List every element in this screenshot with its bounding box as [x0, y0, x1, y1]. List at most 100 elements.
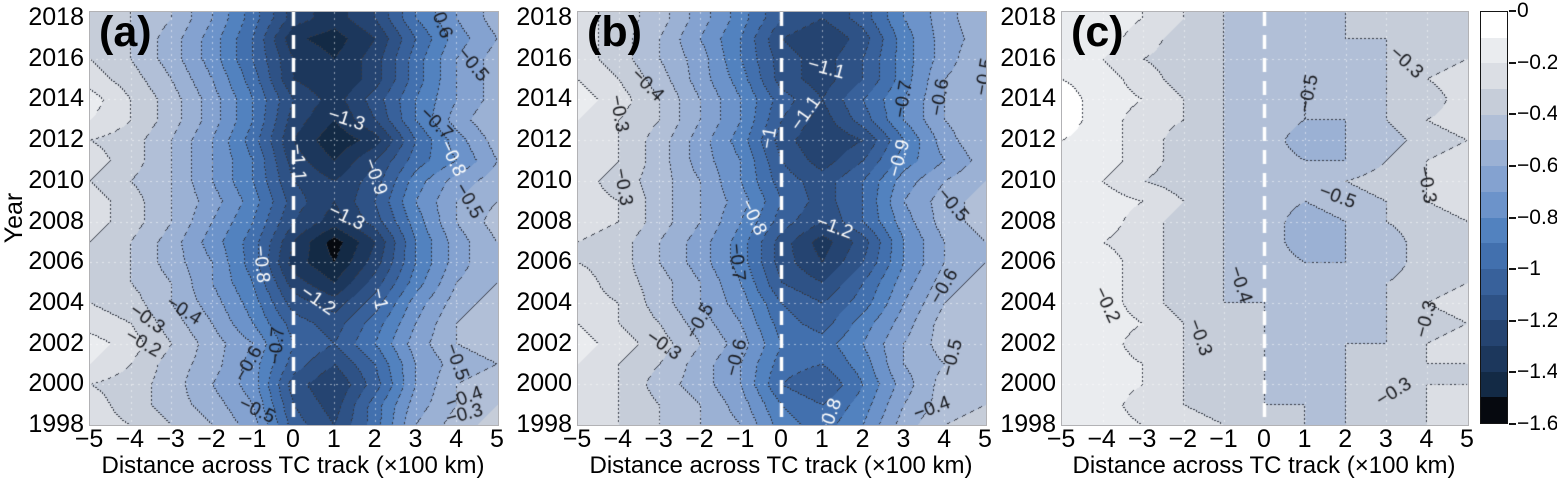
year-tick-label: 2000	[28, 369, 84, 398]
colorbar-segment	[1481, 114, 1507, 141]
year-tick-label: 2008	[1000, 206, 1056, 235]
year-tick-label: 2002	[28, 328, 84, 357]
x-tick-label: 4	[1419, 425, 1434, 453]
year-tick-label: 2008	[516, 206, 572, 235]
year-tick-label: 2002	[516, 328, 572, 357]
colorbar-segment	[1481, 243, 1507, 269]
year-tick-label: 2012	[1000, 125, 1056, 154]
x-tick-label: −3	[644, 425, 673, 453]
x-tick-label: −5	[562, 425, 592, 453]
colorbar-segment	[1481, 320, 1507, 346]
year-tick-label: 2018	[516, 3, 572, 31]
x-tick-label: −4	[115, 425, 145, 453]
colorbar-tick	[1509, 423, 1516, 425]
x-tick-label: 0	[286, 425, 300, 453]
x-tick-label: 4	[449, 425, 464, 453]
year-tick-label: 2016	[28, 43, 84, 72]
year-tick-labels-b: 2018 2016 2014 2012 2010 2008 2006 2004 2002 2000…	[500, 0, 572, 487]
colorbar-tick	[1509, 319, 1516, 322]
colorbar-tick-label: −0.2	[1517, 50, 1557, 74]
x-axis-title-b: Distance across TC track (×100 km)	[589, 452, 973, 479]
x-tick-labels-b: −5 −4 −3 −2 −1 0 1 2 3 4 5	[563, 425, 992, 453]
year-tick-label: 2018	[28, 3, 84, 31]
x-tick-label: −4	[603, 425, 633, 453]
year-tick-label: 2016	[516, 43, 572, 72]
contour-plot-a-canvas	[90, 12, 498, 425]
colorbar-tick-label: −0.6	[1517, 153, 1557, 177]
x-tick-label: 3	[1378, 425, 1393, 453]
colorbar-segment	[1481, 63, 1507, 90]
contour-panel-b: (b)	[577, 8, 987, 426]
colorbar-tick	[1509, 268, 1516, 271]
contour-plot-b-canvas	[578, 12, 986, 425]
year-tick-label: 2012	[516, 125, 572, 154]
year-tick-label: 2004	[28, 287, 84, 316]
colorbar-segment	[1481, 268, 1507, 295]
x-tick-label: 5	[490, 425, 504, 453]
colorbar-tick	[1509, 371, 1516, 374]
year-tick-label: 2014	[28, 84, 84, 113]
x-tick-label: 1	[814, 425, 829, 453]
year-tick-label: 2014	[516, 84, 572, 113]
x-tick-label: 5	[1460, 425, 1474, 453]
contour-panel-a: (a)	[89, 8, 499, 426]
year-tick-label: 2018	[1000, 3, 1056, 31]
colorbar-tick	[1509, 164, 1516, 167]
year-tick-labels-c: 2018 2016 2014 2012 2010 2008 2006 2004 2002 2000…	[984, 0, 1056, 487]
x-tick-label: 2	[1338, 425, 1353, 453]
colorbar-tick-label: −0.8	[1517, 205, 1557, 229]
x-tick-label: 2	[367, 425, 382, 453]
panel-letter-c: (c)	[1071, 8, 1124, 56]
x-tick-label: −5	[1046, 425, 1076, 453]
colorbar-tick-label: −1.2	[1517, 308, 1557, 332]
x-tick-label: 5	[978, 425, 992, 453]
x-tick-label: −3	[156, 425, 185, 453]
year-tick-labels-a: 2018 2016 2014 2012 2010 2008 2006 2004 2002 2000…	[12, 0, 84, 487]
colorbar-segment	[1481, 166, 1507, 192]
year-tick-label: 1998	[28, 410, 84, 438]
colorbar-tick-label: −1	[1517, 257, 1541, 281]
year-tick-label: 2016	[1000, 43, 1056, 72]
year-tick-label: 2000	[1000, 369, 1056, 398]
colorbar-tick	[1509, 61, 1516, 64]
x-tick-label: 3	[896, 425, 911, 453]
year-tick-label: 2014	[1000, 84, 1056, 113]
colorbar	[1480, 11, 1508, 424]
x-tick-label: 3	[408, 425, 423, 453]
x-tick-label: 0	[774, 425, 788, 453]
colorbar-tick	[1509, 10, 1516, 12]
colorbar-segment	[1481, 345, 1507, 372]
year-tick-label: 1998	[1000, 410, 1056, 438]
x-tick-label: 0	[1257, 425, 1271, 453]
year-tick-label: 2012	[28, 125, 84, 154]
colorbar-segment	[1481, 12, 1507, 38]
x-tick-label: −1	[237, 425, 267, 453]
year-tick-label: 2000	[516, 369, 572, 398]
year-tick-label: 2006	[516, 247, 572, 276]
x-tick-label: −3	[1127, 425, 1157, 453]
x-tick-label: 1	[1297, 425, 1312, 453]
colorbar-swatches	[1481, 12, 1507, 423]
colorbar-tick-label: −1.4	[1517, 360, 1557, 384]
colorbar-segment	[1481, 191, 1507, 218]
colorbar-tick-label: −1.6	[1517, 412, 1557, 435]
panel-letter-b: (b)	[587, 8, 642, 56]
colorbar-segment	[1481, 217, 1507, 244]
x-tick-label: −5	[74, 425, 104, 453]
x-tick-label: 1	[326, 425, 341, 453]
x-tick-label: −4	[1087, 425, 1116, 453]
x-axis-title-a: Distance across TC track (×100 km)	[101, 452, 485, 479]
year-tick-label: 2008	[28, 206, 84, 235]
panel-letter-a: (a)	[99, 8, 152, 56]
year-tick-label: 2010	[1000, 165, 1056, 194]
colorbar-tick-label: 0	[1517, 0, 1529, 22]
x-tick-label: −2	[197, 425, 226, 453]
x-tick-label: −1	[1209, 425, 1238, 453]
year-tick-label: 2010	[28, 165, 84, 194]
year-tick-label: 2006	[1000, 247, 1056, 276]
colorbar-segment	[1481, 37, 1507, 64]
x-tick-label: −2	[685, 425, 714, 453]
x-tick-label: 4	[937, 425, 952, 453]
year-tick-label: 2004	[516, 287, 572, 316]
